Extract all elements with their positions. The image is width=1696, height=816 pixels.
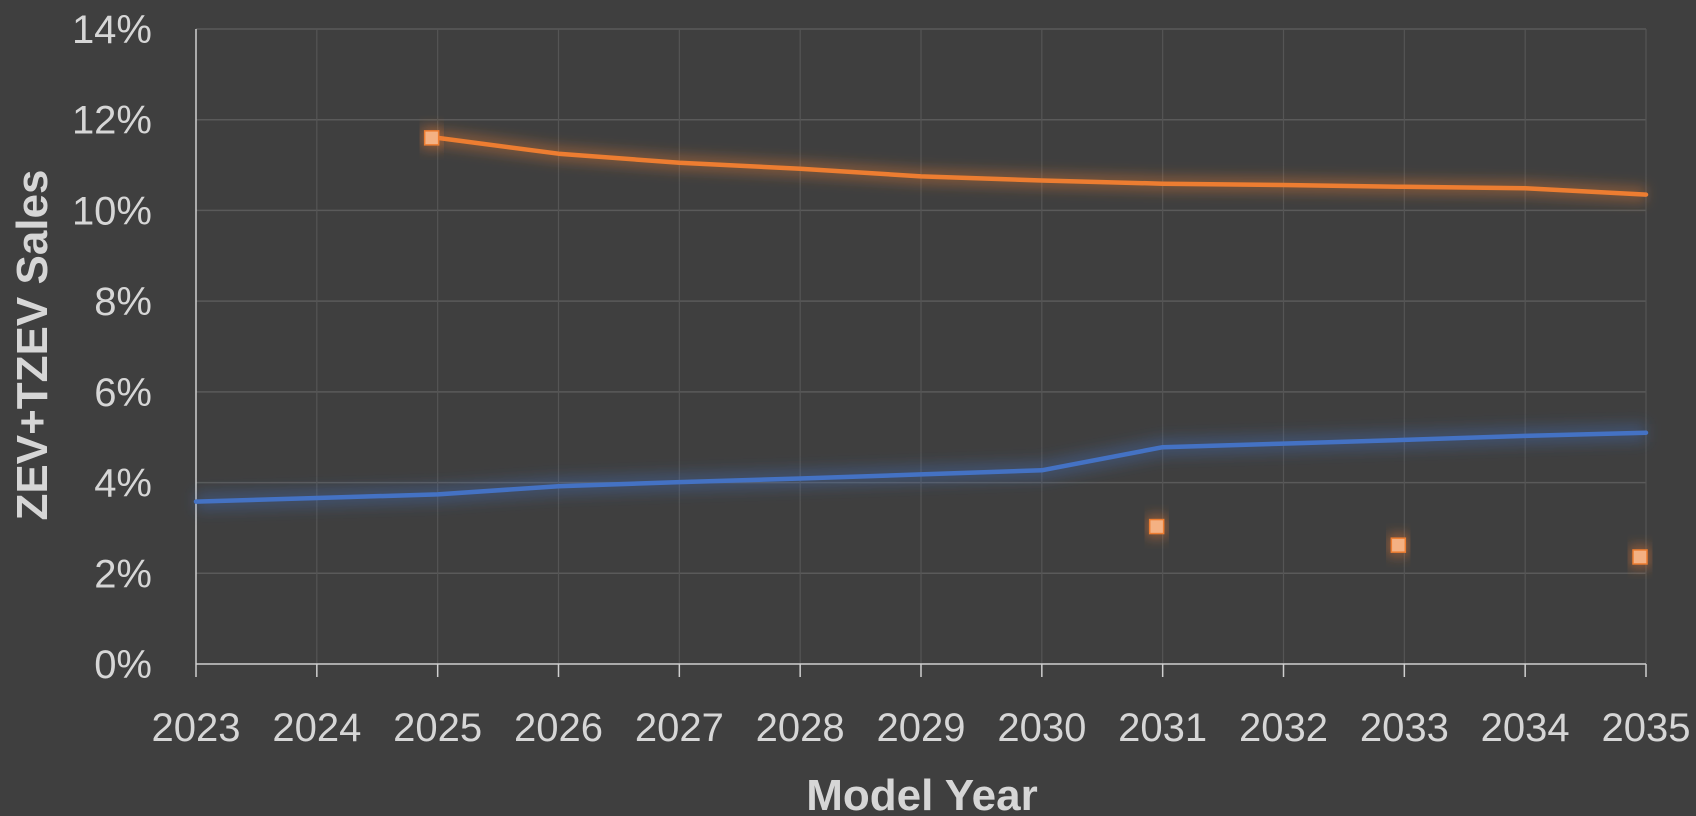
x-tick-label: 2035 (1602, 706, 1691, 750)
y-axis-title: ZEV+TZEV Sales (8, 170, 57, 521)
grid-lines (196, 28, 1647, 664)
tick-labels: 0% 2% 4% 6% 8% 10% 12% 14% 2023 2024 2025 2026 2027 2… (72, 8, 1691, 750)
y-tick-label: 8% (94, 280, 152, 324)
x-tick-label: 2032 (1239, 706, 1328, 750)
series-layer (193, 126, 1651, 568)
x-tick-label: 2025 (393, 706, 482, 750)
y-tick-label: 12% (72, 99, 152, 143)
axes (195, 29, 1647, 677)
square-marker (1632, 549, 1648, 565)
y-tick-label: 10% (72, 189, 152, 233)
square-marker (1390, 537, 1407, 553)
x-tick-label: 2024 (272, 706, 361, 750)
x-axis-title: Model Year (806, 771, 1038, 816)
x-tick-label: 2028 (756, 706, 845, 750)
y-tick-label: 14% (72, 8, 152, 52)
x-tick-label: 2029 (877, 706, 966, 750)
y-tick-label: 6% (94, 371, 152, 415)
x-tick-label: 2026 (514, 706, 603, 750)
x-tick-label: 2023 (152, 706, 241, 750)
y-tick-label: 4% (94, 462, 152, 506)
x-tick-label: 2034 (1481, 706, 1570, 750)
series-line-0 (435, 135, 1649, 197)
x-tick-label: 2031 (1118, 706, 1207, 750)
square-marker (423, 130, 440, 146)
x-tick-label: 2033 (1360, 706, 1449, 750)
y-tick-label: 0% (94, 643, 152, 687)
y-tick-label: 2% (94, 552, 152, 596)
x-tick-label: 2027 (635, 706, 724, 750)
x-tick-label: 2030 (997, 706, 1086, 750)
series-line-1 (193, 430, 1649, 504)
square-marker (1148, 518, 1165, 535)
